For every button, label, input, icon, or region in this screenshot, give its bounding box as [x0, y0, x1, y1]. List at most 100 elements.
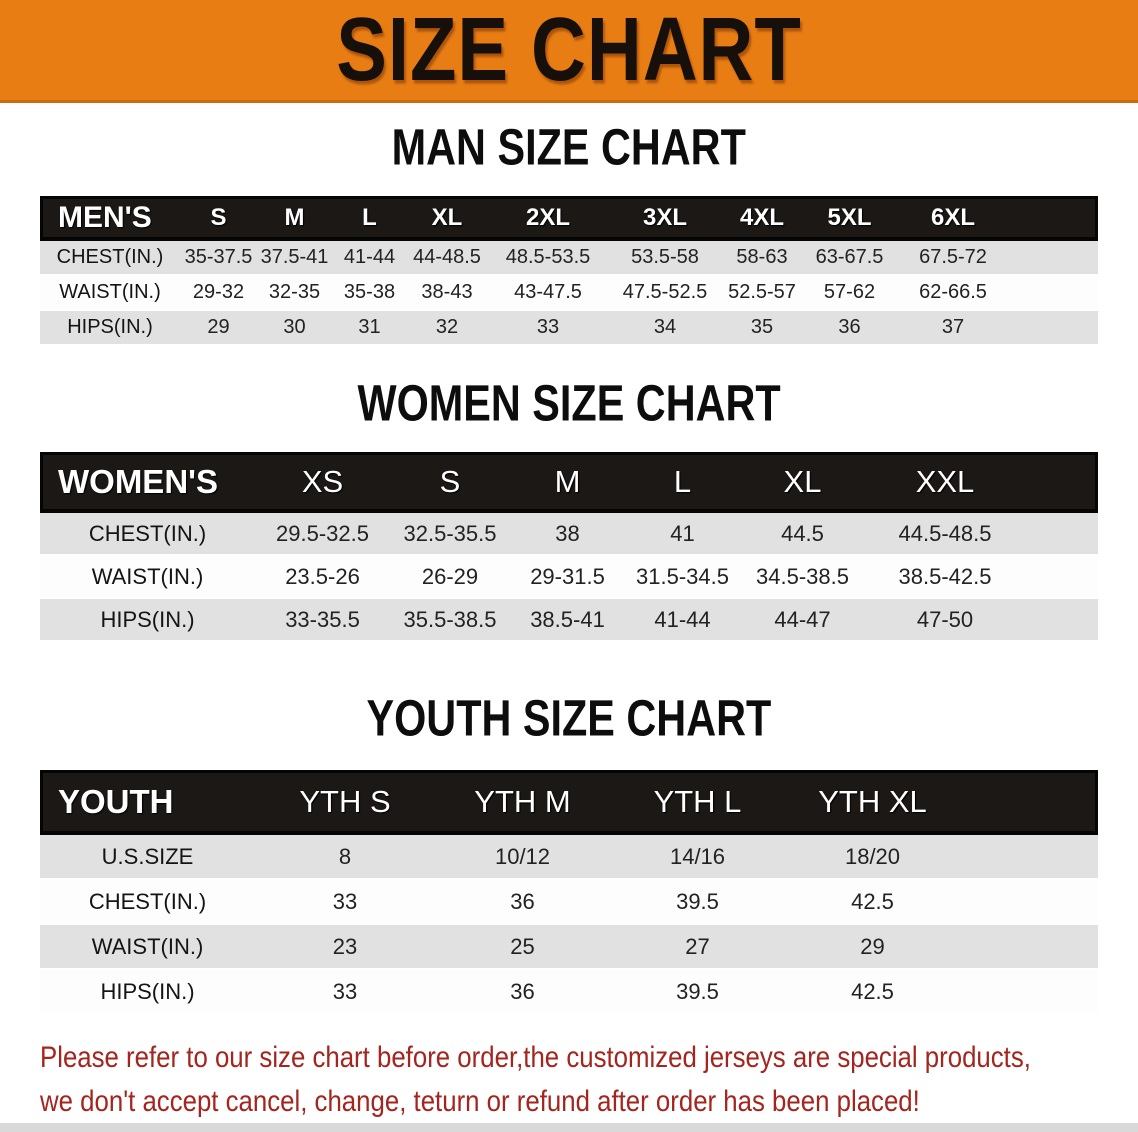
size-cell: 39.5: [610, 970, 785, 1015]
size-cell: 36: [803, 311, 896, 346]
row-spacer: [1025, 599, 1098, 642]
size-column-header: 3XL: [609, 196, 721, 241]
table-row: HIPS(IN.) 33-35.5 35.5-38.5 38.5-41 41-44 44-…: [40, 599, 1098, 642]
header-spacer: [1025, 452, 1098, 513]
size-cell: 35: [721, 311, 803, 346]
size-cell: 41: [625, 513, 740, 556]
size-cell: 63-67.5: [803, 241, 896, 276]
table-row: WAIST(IN.) 23 25 27 29: [40, 925, 1098, 970]
size-cell: 23: [255, 925, 435, 970]
size-column-header: YTH L: [610, 770, 785, 835]
size-cell: 37.5-41: [257, 241, 332, 276]
size-cell: 44-48.5: [407, 241, 487, 276]
size-cell: 29-32: [180, 276, 257, 311]
size-cell: 27: [610, 925, 785, 970]
size-cell: 38.5-42.5: [865, 556, 1025, 599]
youth-size-table: YOUTH YTH S YTH M YTH L YTH XL U.S.SIZE 8 10/12…: [40, 770, 1098, 1015]
women-size-table: WOMEN'S XS S M L XL XXL CHEST(IN.) 29.5-32.5 32.5…: [40, 452, 1098, 642]
size-cell: 58-63: [721, 241, 803, 276]
size-cell: 10/12: [435, 835, 610, 880]
size-column-header: M: [510, 452, 625, 513]
size-column-header: L: [625, 452, 740, 513]
women-size-chart-heading: WOMEN SIZE CHART: [0, 374, 1138, 432]
row-label: U.S.SIZE: [40, 835, 255, 880]
disclaimer-line-1: Please refer to our size chart before or…: [40, 1041, 1031, 1074]
size-cell: 67.5-72: [896, 241, 1010, 276]
women-group-label: WOMEN'S: [40, 452, 255, 513]
size-cell: 41-44: [332, 241, 407, 276]
man-size-chart-heading-text: MAN SIZE CHART: [391, 118, 747, 176]
size-cell: 43-47.5: [487, 276, 609, 311]
size-cell: 44-47: [740, 599, 865, 642]
bottom-strip: [0, 1123, 1138, 1132]
size-cell: 32: [407, 311, 487, 346]
size-cell: 35.5-38.5: [390, 599, 510, 642]
size-cell: 37: [896, 311, 1010, 346]
size-cell: 34.5-38.5: [740, 556, 865, 599]
women-size-grid: WOMEN'S XS S M L XL XXL CHEST(IN.) 29.5-32.5 32.5…: [40, 452, 1098, 642]
size-cell: 36: [435, 970, 610, 1015]
size-cell: 36: [435, 880, 610, 925]
size-cell: 8: [255, 835, 435, 880]
row-label: CHEST(IN.): [40, 513, 255, 556]
size-cell: 23.5-26: [255, 556, 390, 599]
size-cell: 44.5-48.5: [865, 513, 1025, 556]
size-cell: 29: [180, 311, 257, 346]
table-row: HIPS(IN.) 33 36 39.5 42.5: [40, 970, 1098, 1015]
row-spacer: [1010, 241, 1098, 276]
row-spacer: [1025, 556, 1098, 599]
size-cell: 52.5-57: [721, 276, 803, 311]
size-column-header: 2XL: [487, 196, 609, 241]
banner-title: SIZE CHART: [336, 0, 802, 100]
size-cell: 53.5-58: [609, 241, 721, 276]
size-cell: 42.5: [785, 880, 960, 925]
size-cell: 33-35.5: [255, 599, 390, 642]
row-label: HIPS(IN.): [40, 970, 255, 1015]
size-cell: 42.5: [785, 970, 960, 1015]
size-cell: 29-31.5: [510, 556, 625, 599]
size-cell: 14/16: [610, 835, 785, 880]
header-spacer: [960, 770, 1098, 835]
size-cell: 35-38: [332, 276, 407, 311]
row-label: WAIST(IN.): [40, 556, 255, 599]
men-header-bar: MEN'S S M L XL 2XL 3XL 4XL 5XL 6XL: [40, 196, 1098, 241]
row-spacer: [960, 970, 1098, 1015]
size-cell: 41-44: [625, 599, 740, 642]
youth-size-grid: YOUTH YTH S YTH M YTH L YTH XL U.S.SIZE 8 10/12…: [40, 770, 1098, 1015]
size-cell: 38.5-41: [510, 599, 625, 642]
men-size-grid: MEN'S S M L XL 2XL 3XL 4XL 5XL 6XL CHEST(IN.) 35-37…: [40, 196, 1098, 346]
table-row: CHEST(IN.) 29.5-32.5 32.5-35.5 38 41 44.5 44.5…: [40, 513, 1098, 556]
women-header-bar: WOMEN'S XS S M L XL XXL: [40, 452, 1098, 513]
size-column-header: 5XL: [803, 196, 896, 241]
size-column-header: 6XL: [896, 196, 1010, 241]
size-cell: 29: [785, 925, 960, 970]
size-cell: 47.5-52.5: [609, 276, 721, 311]
size-cell: 33: [487, 311, 609, 346]
size-column-header: YTH S: [255, 770, 435, 835]
size-cell: 39.5: [610, 880, 785, 925]
size-column-header: 4XL: [721, 196, 803, 241]
size-column-header: S: [180, 196, 257, 241]
header-spacer: [1010, 196, 1098, 241]
size-column-header: YTH M: [435, 770, 610, 835]
size-cell: 31: [332, 311, 407, 346]
size-cell: 62-66.5: [896, 276, 1010, 311]
size-cell: 57-62: [803, 276, 896, 311]
size-cell: 25: [435, 925, 610, 970]
row-label: HIPS(IN.): [40, 599, 255, 642]
size-column-header: YTH XL: [785, 770, 960, 835]
row-spacer: [1025, 513, 1098, 556]
size-column-header: XS: [255, 452, 390, 513]
size-cell: 34: [609, 311, 721, 346]
size-cell: 32-35: [257, 276, 332, 311]
size-cell: 33: [255, 970, 435, 1015]
size-cell: 44.5: [740, 513, 865, 556]
size-column-header: M: [257, 196, 332, 241]
women-size-chart-heading-text: WOMEN SIZE CHART: [357, 374, 781, 432]
size-cell: 47-50: [865, 599, 1025, 642]
size-cell: 35-37.5: [180, 241, 257, 276]
row-spacer: [960, 925, 1098, 970]
row-spacer: [960, 835, 1098, 880]
size-cell: 38: [510, 513, 625, 556]
size-cell: 30: [257, 311, 332, 346]
